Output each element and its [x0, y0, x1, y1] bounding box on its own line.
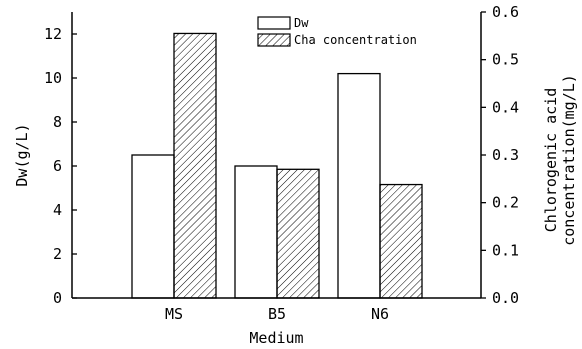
- y-tick-label-right: 0.5: [492, 51, 519, 69]
- y-tick-label-right: 0.1: [492, 241, 519, 259]
- y-tick-label-left: 4: [53, 201, 62, 219]
- y-tick-label-left: 2: [53, 245, 62, 263]
- legend-swatch-dw: [257, 16, 291, 30]
- y-tick-label-left: 6: [53, 157, 62, 175]
- bar-cha-ms: [173, 32, 217, 299]
- legend: Dw Cha concentration: [257, 16, 417, 47]
- bar-dw-ms: [131, 154, 175, 299]
- y-axis-title-left: Dw(g/L): [13, 123, 31, 186]
- axes-layer: MS B5 N6 0 2 4 6 8 10 12 0.0 0.1 0.2 0.3 0.4 0.5 0.6 Medi…: [13, 3, 578, 347]
- y-tick-label-right: 0.0: [492, 289, 519, 307]
- legend-swatch-cha: [257, 33, 291, 47]
- y-tick-label-left: 10: [44, 69, 62, 87]
- bar-dw-b5: [234, 165, 278, 299]
- y-tick-label-right: 0.2: [492, 194, 519, 212]
- bars-layer: [131, 32, 423, 299]
- bar-cha-b5: [276, 168, 320, 299]
- y-tick-label-right: 0.4: [492, 98, 519, 116]
- x-tick-label: MS: [165, 305, 183, 323]
- bar-cha-n6: [379, 183, 423, 299]
- y-tick-label-left: 0: [53, 289, 62, 307]
- y-tick-label-right: 0.3: [492, 146, 519, 164]
- x-tick-label: N6: [371, 305, 389, 323]
- y-tick-label-left: 12: [44, 25, 62, 43]
- y-axis-title-right-line1: Chlorogenic acid: [542, 88, 560, 233]
- y-tick-label-left: 8: [53, 113, 62, 131]
- y-axis-title-right-line2: concentration(mg/L): [560, 74, 578, 246]
- x-tick-label: B5: [268, 305, 286, 323]
- x-axis-title: Medium: [249, 329, 303, 347]
- legend-label-cha: Cha concentration: [294, 33, 417, 47]
- bar-dw-n6: [337, 72, 381, 299]
- legend-label-dw: Dw: [294, 16, 309, 30]
- y-tick-label-right: 0.6: [492, 3, 519, 21]
